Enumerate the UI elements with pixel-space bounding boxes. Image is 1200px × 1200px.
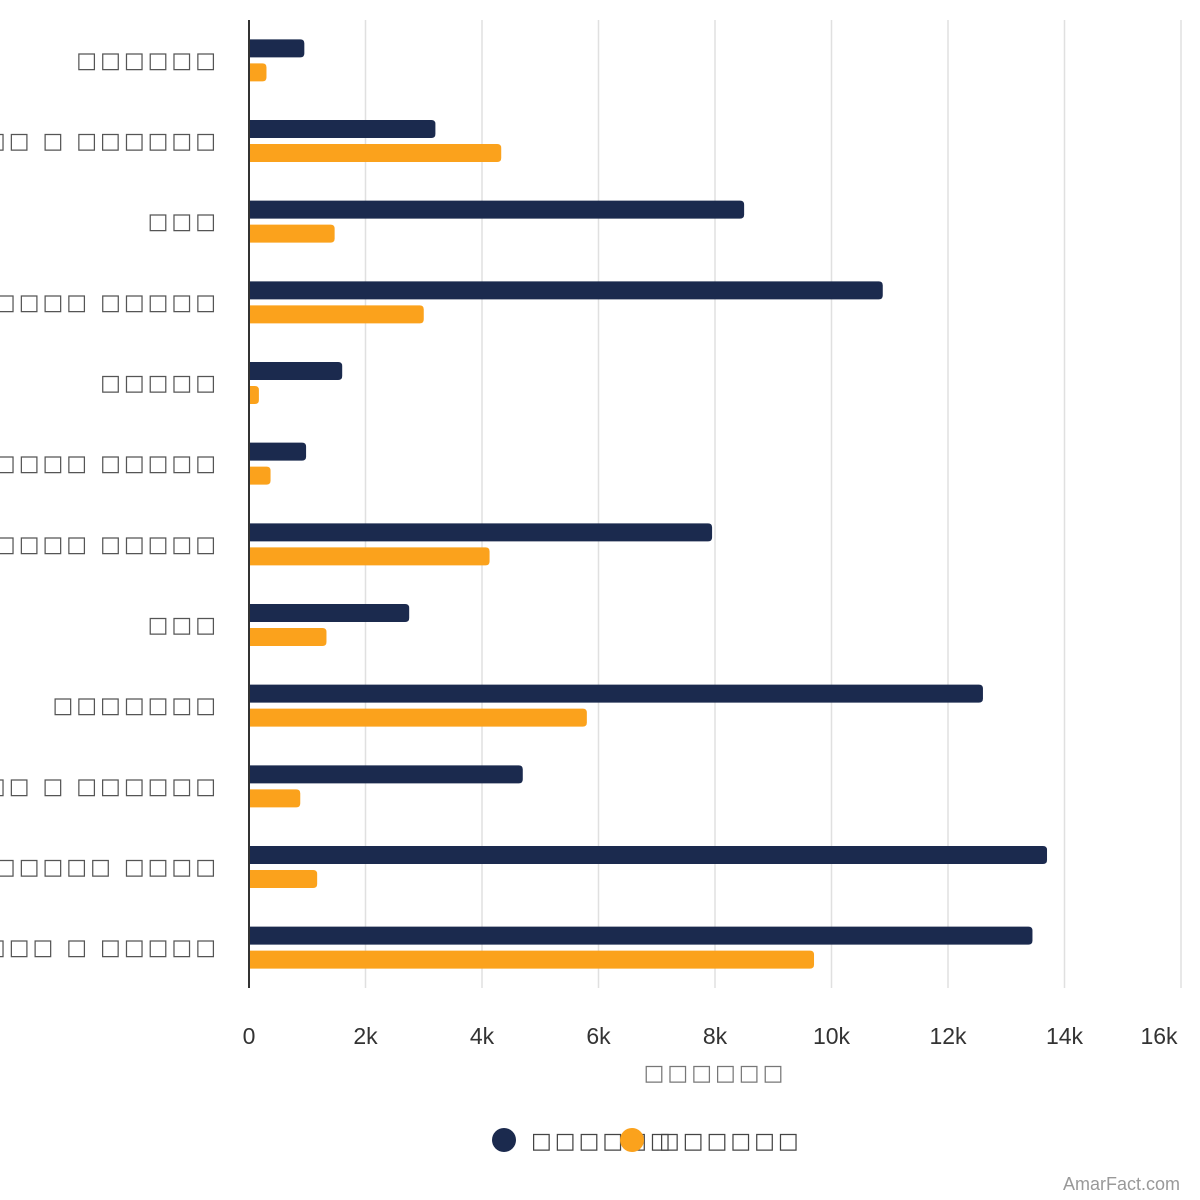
bar (249, 950, 815, 969)
category-label: □□□□□□□□ □ □□□□□ (0, 936, 219, 961)
x-tick-label: 0 (243, 1023, 256, 1049)
category-label: □□□□□□□□ □□□□□ (0, 290, 219, 315)
bar (249, 684, 983, 703)
category-label: □□□□□ (100, 371, 219, 396)
x-tick-label: 10k (813, 1023, 851, 1049)
x-tick-label: 2k (353, 1023, 378, 1049)
bar (249, 846, 1048, 864)
bar (249, 386, 259, 404)
bar (249, 120, 436, 138)
x-tick-label: 16k (1140, 1023, 1178, 1049)
category-label: □□□□□□□ (52, 694, 219, 719)
legend-marker (620, 1128, 644, 1152)
bar (249, 604, 410, 622)
x-axis-title: □□□□□□ (644, 1061, 787, 1086)
bar (249, 362, 343, 380)
x-tick-label: 12k (929, 1023, 967, 1049)
category-label: □□□ (148, 210, 219, 235)
bar (249, 547, 490, 566)
category-label: □□□ (148, 613, 219, 638)
bar (249, 466, 271, 485)
bar (249, 281, 883, 300)
category-label: □□□□□ □□□□□ (0, 532, 219, 557)
bar (249, 442, 307, 461)
category-label: □□□□□□ □ □□□□□□ (0, 774, 219, 799)
legend-label: □□□□□□ (531, 1129, 674, 1154)
bar (249, 926, 1033, 945)
bar (249, 144, 502, 162)
bar (249, 305, 424, 324)
x-tick-label: 4k (470, 1023, 495, 1049)
bar (249, 628, 327, 646)
bar (249, 523, 713, 542)
bar (249, 870, 318, 888)
category-label: □□□□□ □□□□ (0, 855, 219, 880)
bar (249, 200, 745, 219)
bar (249, 224, 335, 243)
x-tick-label: 14k (1046, 1023, 1084, 1049)
bar (249, 63, 267, 82)
bar (249, 708, 587, 727)
bar (249, 789, 301, 808)
category-label: □□□□□□ (76, 48, 219, 73)
watermark: AmarFact.com (1063, 1174, 1180, 1194)
legend-label: □□□□□□ (659, 1129, 802, 1154)
bar (249, 765, 523, 784)
category-label: □□□□□□ □ □□□□□□ (0, 129, 219, 154)
x-tick-label: 6k (586, 1023, 611, 1049)
legend-marker (492, 1128, 516, 1152)
category-label: □□□□□□□ □ □□□□□□ □□□□□ (0, 452, 219, 477)
bar (249, 39, 305, 58)
x-tick-label: 8k (703, 1023, 728, 1049)
